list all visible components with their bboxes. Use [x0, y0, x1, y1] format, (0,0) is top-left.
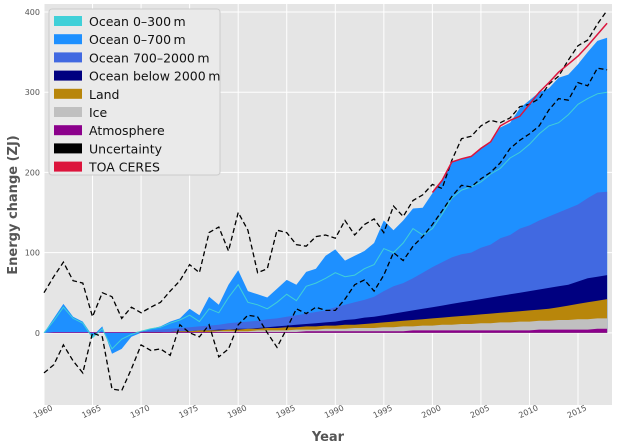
y-tick-label: 100 [25, 249, 40, 258]
legend-entry: Ocean 700–2000 m [89, 50, 210, 65]
y-tick-label: 200 [25, 168, 40, 177]
legend-swatch [54, 16, 82, 26]
legend-entry: TOA CERES [88, 160, 160, 175]
legend-entry: Ocean below 2000 m [89, 69, 220, 84]
x-tick-label: 1965 [80, 403, 102, 420]
legend-swatch [54, 70, 82, 81]
legend-box [48, 8, 221, 176]
uncertainty-line [43, 67, 608, 392]
legend: Ocean 0–300 m Ocean 0–700 m Ocean 700–2000… [48, 8, 221, 176]
y-tick-label: 300 [25, 88, 40, 97]
x-tick-label: 2005 [469, 403, 491, 420]
legend-entry: Land [89, 87, 119, 102]
legend-swatch [54, 161, 82, 172]
overlay-lines [43, 10, 608, 392]
legend-entry: Ocean 0–700 m [89, 32, 186, 47]
x-tick-label: 2000 [420, 403, 442, 420]
x-tick-label: 1970 [129, 403, 151, 420]
y-axis-label: Energy change (ZJ) [6, 135, 21, 274]
legend-swatch [54, 52, 82, 63]
toa-ceres-line [431, 22, 608, 193]
legend-entry: Uncertainty [89, 141, 163, 156]
area-series [44, 328, 608, 333]
uncertainty-line [43, 10, 608, 320]
stacked-areas [43, 37, 608, 354]
legend-swatch [54, 125, 82, 136]
y-tick-labels: 0 100 200 300 400 [25, 8, 40, 338]
legend-entry: Ice [89, 105, 108, 120]
x-axis-label: Year [311, 430, 345, 445]
ocean-0-300-line [43, 91, 608, 350]
legend-entry: Ocean 0–300 m [89, 14, 186, 29]
y-tick-label: 400 [25, 8, 40, 17]
area-series [44, 318, 608, 333]
area-series [44, 191, 608, 333]
legend-swatch [54, 107, 82, 117]
x-tick-labels: 1960 1965 1970 1975 1980 1985 1990 1995 2000 2005… [32, 403, 588, 420]
x-tick-label: 2015 [566, 403, 588, 420]
x-tick-label: 1960 [32, 403, 54, 420]
legend-entry: Atmosphere [89, 123, 165, 138]
x-tick-label: 1985 [275, 403, 297, 420]
x-tick-label: 1975 [177, 403, 199, 420]
x-tick-label: 2010 [517, 403, 539, 420]
y-tick-label: 0 [35, 329, 40, 338]
legend-swatch [54, 88, 82, 99]
x-tick-label: 1980 [226, 403, 248, 420]
x-tick-label: 1990 [323, 403, 345, 420]
legend-swatch [54, 143, 82, 154]
legend-swatch [54, 34, 82, 45]
x-tick-label: 1995 [372, 403, 394, 420]
